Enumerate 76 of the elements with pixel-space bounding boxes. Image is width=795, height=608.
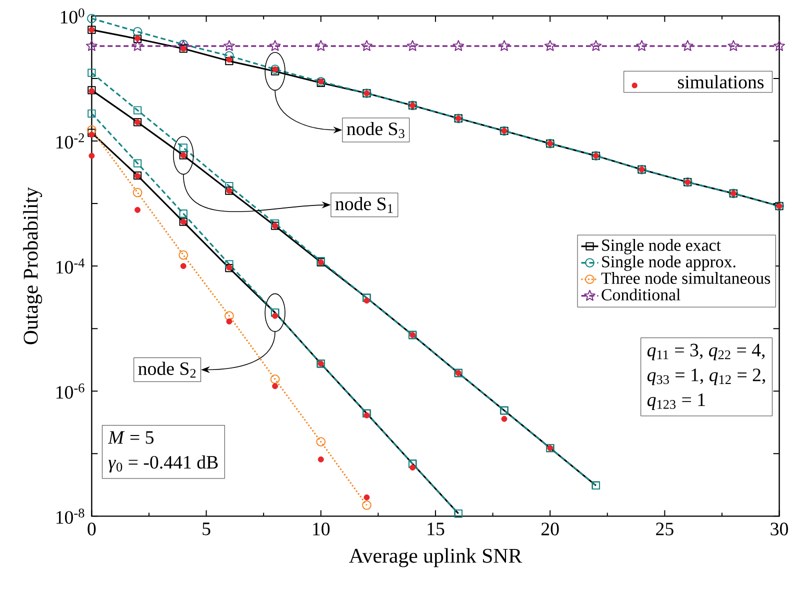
point [269,40,281,52]
point [315,40,327,52]
point [272,312,278,319]
legend-label: Three node simultaneous [601,272,770,284]
point [728,40,740,52]
y-tick-label: 10$^{-2}$ [56,133,84,149]
x-tick-label: 0 [88,522,96,536]
annotation: q$_{33}$ = 1, q$_{12}$ = 2, [647,368,766,386]
y-axis-title: Outage Probability [23,187,42,344]
point [224,311,234,321]
point [224,51,234,61]
point [179,144,188,152]
point [88,152,95,159]
y-tick-label: 10$^{-4}$ [56,258,84,274]
y-tick-label: 10$^{-8}$ [56,508,84,524]
annotation: node S$_{2}$ [138,362,196,378]
point [132,27,142,36]
point [272,383,278,390]
point [223,40,235,52]
legend-label: simulations [678,75,764,88]
point [226,318,232,325]
point [225,182,234,190]
annotation: γ$_{0}$ = -0.441 dB [108,455,218,473]
legend-label: Single node approx. [602,256,736,271]
point [88,132,95,138]
point [134,207,141,213]
point [270,219,280,228]
point [178,250,188,260]
point [86,40,98,52]
annotation: M = 5 [108,431,154,444]
point [270,374,280,384]
point [774,40,785,52]
point [636,40,648,52]
point [88,68,96,77]
annotation: node S$_{3}$ [346,122,404,138]
point [410,464,416,471]
annotation: q$_{11}$ = 3, q$_{22}$ = 4, [647,344,765,360]
y-tick-label: 10$^{0}$ [60,8,84,24]
point [226,56,232,63]
point [225,260,234,268]
x-tick-label: 20 [541,522,559,536]
point [179,210,188,218]
point [452,40,464,52]
point [133,159,142,168]
point [364,298,370,304]
point [544,40,556,52]
point [316,437,326,447]
point [87,14,96,24]
point [132,40,144,52]
x-tick-label: 30 [770,522,788,536]
point [364,412,370,418]
x-tick-label: 5 [202,522,210,536]
point [364,494,370,500]
point [501,416,508,422]
annotation: q$_{123}$ = 1 [647,394,705,410]
point [406,40,418,52]
x-tick-label: 15 [428,522,444,536]
point [133,106,142,114]
x-axis-title: Average uplink SNR [349,548,522,568]
point [88,128,96,137]
point [682,40,694,52]
point [87,125,96,135]
point [88,110,96,118]
x-tick-label: 25 [656,522,674,536]
point [318,456,324,462]
annotation: node S$_{1}$ [335,197,393,213]
y-tick-label: 10$^{-6}$ [56,384,84,399]
point [590,40,602,52]
legend-label: Conditional [602,288,680,301]
point [132,188,142,198]
legend-label: Single node exact [602,239,721,254]
point [362,500,372,510]
point [180,263,186,270]
x-tick-label: 10 [313,522,330,536]
point [498,40,510,52]
point [361,40,372,52]
